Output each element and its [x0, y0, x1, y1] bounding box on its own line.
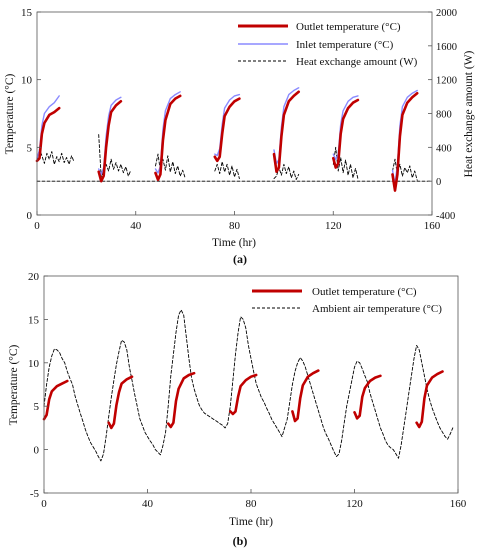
panel-b-series — [42, 309, 454, 462]
y-tick-label: 5 — [27, 142, 33, 154]
x-tick-label: 40 — [130, 220, 142, 232]
y2-tick-label: 0 — [436, 177, 441, 188]
y-tick-label: 0 — [34, 445, 40, 457]
x-tick-label: 80 — [246, 498, 258, 510]
panel-a-outlet-series-line — [154, 94, 182, 182]
y-tick-label: 15 — [28, 314, 40, 326]
panel-a-dashed-series-line — [273, 163, 300, 180]
panel-a-inlet-series-line — [273, 87, 300, 165]
panel-a-label: (a) — [233, 252, 247, 266]
panel-b-outlet-series-line — [415, 370, 444, 429]
x-tick-label: 80 — [229, 220, 241, 232]
panel-b-outlet-series-line — [291, 369, 320, 423]
panel-b-y-ticks: -5 0 5 10 15 20 — [28, 271, 48, 500]
panel-b-outlet-series-line — [107, 375, 134, 430]
x-tick-label: 40 — [142, 498, 154, 510]
panel-a-outlet-series-line — [35, 106, 61, 163]
x-tick-label: 160 — [450, 498, 467, 510]
panel-b-x-axis-label: Time (hr) — [229, 516, 273, 528]
panel-a-y2-ticks: -400 0 400 800 1200 1600 2000 — [428, 8, 457, 222]
panel-a-x-axis-label: Time (hr) — [212, 237, 256, 249]
x-tick-label: 0 — [34, 220, 40, 232]
y2-tick-label: 1600 — [436, 42, 457, 53]
panel-b-outlet-series-line — [229, 373, 258, 416]
panel-b-x-ticks: 0 40 80 120 160 — [41, 489, 467, 510]
y-tick-label: 0 — [27, 210, 33, 222]
y-tick-label: 10 — [28, 358, 40, 370]
panel-a-y2-axis-label: Heat exchange amount (W) — [463, 50, 475, 177]
panel-a-outlet-series-line — [332, 98, 360, 169]
panel-a-x-ticks: 0 40 80 120 160 — [34, 211, 441, 232]
y2-tick-label: -400 — [436, 211, 455, 222]
panel-b-legend: Outlet temperature (°C) Ambient air temp… — [252, 286, 442, 315]
panel-a: 0 40 80 120 160 0 5 10 15 -400 0 400 800 1200 1600 20… — [4, 7, 475, 266]
panel-a-legend: Outlet temperature (°C) Inlet temperatur… — [238, 21, 418, 68]
panel-b-outlet-series-line — [42, 379, 69, 421]
y2-tick-label: 400 — [436, 143, 452, 154]
y2-tick-label: 1200 — [436, 76, 457, 87]
panel-a-inlet-series-line — [391, 89, 418, 185]
panel-b-y-axis-label: Temperature (°C) — [8, 344, 20, 425]
panel-a-inlet-series-line — [214, 93, 241, 157]
y-tick-label: 15 — [21, 7, 33, 19]
y-tick-label: 20 — [28, 271, 40, 283]
x-tick-label: 120 — [325, 220, 342, 232]
panel-b-outlet-series-line — [353, 374, 382, 420]
x-tick-label: 120 — [346, 498, 363, 510]
legend-label-outlet: Outlet temperature (°C) — [296, 21, 401, 33]
legend-label-outlet-b: Outlet temperature (°C) — [312, 286, 417, 298]
panel-a-dashed-series-line — [36, 148, 75, 165]
panel-a-inlet-series-line — [332, 95, 359, 161]
legend-label-inlet: Inlet temperature (°C) — [296, 39, 394, 51]
x-tick-label: 0 — [41, 498, 47, 510]
y-tick-label: -5 — [30, 488, 40, 500]
panel-b-dashed-series-line — [43, 309, 454, 462]
legend-label-heat-exchange: Heat exchange amount (W) — [296, 56, 418, 68]
y2-tick-label: 2000 — [436, 8, 457, 19]
panel-a-outlet-series-line — [272, 90, 300, 173]
panel-a-inlet-series-line — [98, 96, 122, 176]
panel-a-outlet-series-line — [97, 100, 123, 183]
panel-a-y-ticks: 0 5 10 15 — [21, 7, 41, 222]
y2-tick-label: 800 — [436, 110, 452, 121]
panel-a-outlet-series-line — [391, 91, 419, 192]
x-tick-label: 160 — [424, 220, 441, 232]
y-tick-label: 10 — [21, 75, 33, 87]
panel-a-dashed-series-line — [155, 153, 186, 179]
panel-a-series — [35, 87, 433, 192]
panel-a-outlet-series-line — [213, 97, 241, 163]
y-tick-label: 5 — [34, 401, 40, 413]
panel-b-outlet-series-line — [166, 371, 196, 429]
panel-a-inlet-series-line — [154, 91, 181, 174]
legend-label-ambient: Ambient air temperature (°C) — [312, 303, 442, 315]
panel-a-y-axis-label: Temperature (°C) — [4, 73, 16, 154]
panel-b-label: (b) — [233, 534, 248, 548]
panel-a-dashed-series-line — [214, 161, 240, 180]
